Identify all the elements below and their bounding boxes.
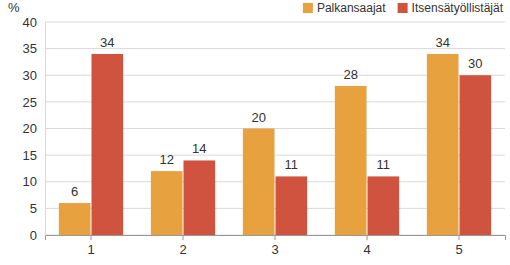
tick-label: 30 (23, 68, 37, 83)
bar (243, 129, 275, 236)
axis-line (46, 236, 506, 241)
data-label: 34 (100, 35, 114, 50)
tick-mark (459, 235, 460, 240)
tick: 20 (23, 121, 45, 136)
tick-mark (367, 235, 368, 240)
tick-label: 35 (23, 41, 37, 56)
bars (59, 54, 491, 235)
chart: 0510152025303540123456122028343414111130… (0, 0, 510, 265)
tick: 5 (455, 235, 462, 257)
axis-line (45, 23, 46, 236)
legend-swatch (398, 3, 408, 13)
bar (275, 176, 307, 235)
y-axis-label: % (8, 0, 20, 15)
bar (91, 54, 123, 235)
tick-mark (183, 235, 184, 240)
legend-swatch (303, 3, 313, 13)
tick-label: 4 (363, 242, 370, 257)
y-axis: 0 5 10 15 20 25 30 35 40 (23, 15, 46, 243)
legend-item: Itsensätyöllistäjät (398, 1, 504, 15)
tick-mark (91, 235, 92, 240)
tick: 25 (23, 95, 45, 110)
tick-label: 2 (179, 242, 186, 257)
bar (59, 203, 91, 235)
legend: Palkansaajat Itsensätyöllistäjät (303, 1, 504, 15)
tick: 2 (179, 235, 186, 257)
tick: 1 (87, 235, 94, 257)
tick-label: 20 (23, 121, 37, 136)
tick: 10 (23, 174, 45, 189)
tick: 15 (23, 148, 45, 163)
data-label: 6 (71, 184, 78, 199)
tick: 5 (30, 201, 45, 216)
legend-item: Palkansaajat (303, 1, 386, 15)
data-labels: 6 12 20 28 34 34 14 11 11 30 (71, 35, 482, 199)
tick-label: 0 (30, 228, 37, 243)
grid (45, 22, 505, 235)
grid-line (45, 22, 505, 23)
tick: 0 (30, 228, 45, 243)
tick-label: 40 (23, 15, 37, 30)
tick: 40 (23, 15, 45, 30)
bar (367, 176, 399, 235)
tick: 4 (363, 235, 370, 257)
data-label: 20 (251, 110, 265, 125)
legend-label: Palkansaajat (317, 1, 386, 15)
data-label: 11 (377, 157, 391, 172)
tick-label: 15 (23, 148, 37, 163)
data-label: 14 (192, 141, 206, 156)
tick-label: 25 (23, 95, 37, 110)
bar (459, 75, 491, 235)
plot: 0510152025303540123456122028343414111130 (23, 15, 506, 258)
data-label: 12 (159, 152, 173, 167)
tick: 30 (23, 68, 45, 83)
tick-label: 3 (271, 242, 278, 257)
data-label: 30 (468, 56, 482, 71)
tick-label: 10 (23, 174, 37, 189)
tick: 35 (23, 41, 45, 56)
tick-label: 5 (30, 201, 37, 216)
data-label: 34 (435, 35, 449, 50)
data-label: 28 (343, 67, 357, 82)
bar (335, 86, 367, 235)
legend-label: Itsensätyöllistäjät (412, 1, 504, 15)
bar (151, 171, 183, 235)
tick: 3 (271, 235, 278, 257)
tick-mark (275, 235, 276, 240)
data-label: 11 (285, 157, 299, 172)
bar (427, 54, 459, 235)
bar (183, 160, 215, 235)
tick-label: 5 (455, 242, 462, 257)
x-axis: 1 2 3 4 5 (46, 235, 506, 257)
tick-label: 1 (87, 242, 94, 257)
